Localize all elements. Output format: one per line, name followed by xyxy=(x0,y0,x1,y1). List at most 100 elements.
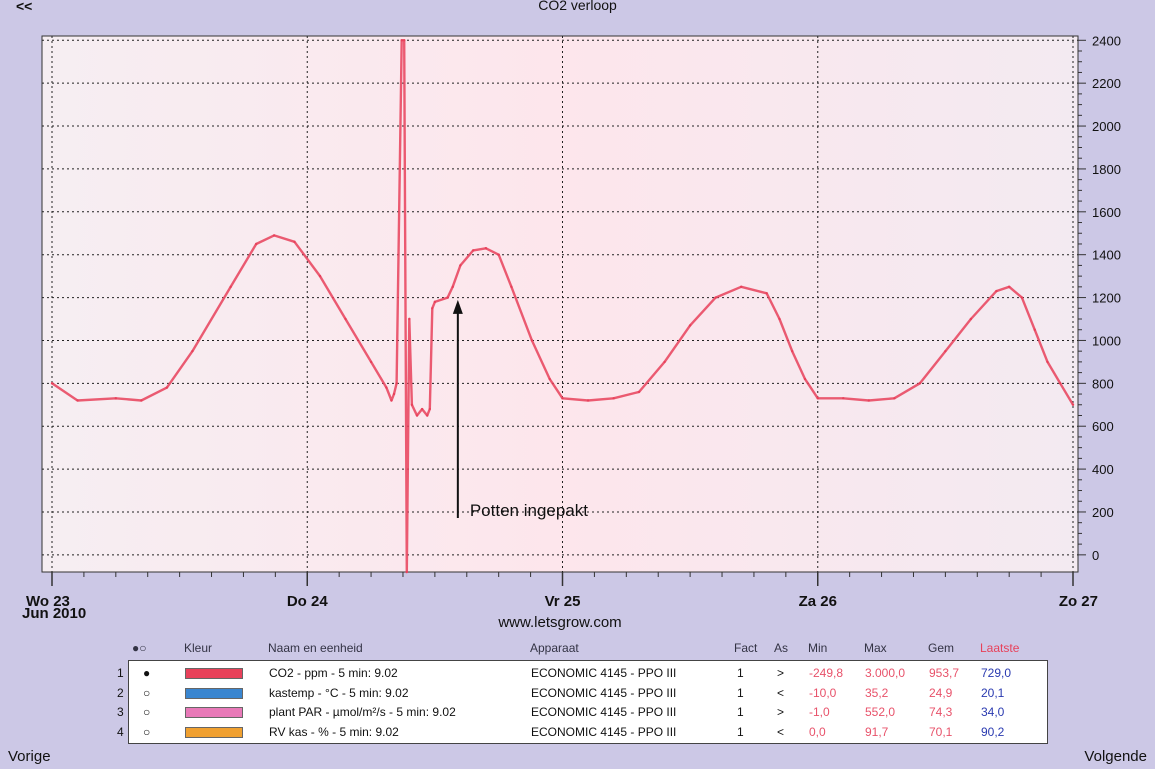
co2-data-point xyxy=(918,382,922,385)
legend-table: 1 ● CO2 - ppm - 5 min: 9.02 ECONOMIC 4145 -… xyxy=(117,660,1048,744)
legend-col-device: Apparaat xyxy=(530,641,579,655)
co2-data-point xyxy=(637,390,641,394)
legend-cell-last: 20,1 xyxy=(981,685,1005,700)
co2-data-point xyxy=(459,264,462,267)
co2-data-point xyxy=(433,300,437,304)
co2-data-point xyxy=(385,386,388,389)
legend-cell-max: 91,7 xyxy=(865,724,889,739)
legend-row-number: 1 xyxy=(117,666,124,680)
co2-data-point xyxy=(50,382,54,385)
co2-data-point xyxy=(561,397,564,400)
legend-cell-device: ECONOMIC 4145 - PPO III xyxy=(531,724,677,739)
previous-arrows-button[interactable]: << xyxy=(16,0,33,14)
annotation-label: Potten ingepakt xyxy=(470,501,588,520)
legend-cell-device: ECONOMIC 4145 - PPO III xyxy=(531,705,677,719)
site-url-label: www.letsgrow.com xyxy=(498,614,622,631)
legend-cell-axis: < xyxy=(777,724,785,739)
y-tick-label: 200 xyxy=(1092,505,1114,520)
co2-data-point xyxy=(548,377,551,381)
legend-cell-avg: 74,3 xyxy=(929,705,953,719)
legend-cell-avg: 953,7 xyxy=(929,666,960,680)
legend-select-toggle[interactable]: ○ xyxy=(143,705,151,719)
annotation-layer: Potten ingepakt xyxy=(452,299,588,520)
legend-color-swatch[interactable] xyxy=(185,726,243,738)
legend-row[interactable]: 1 ● CO2 - ppm - 5 min: 9.02 ECONOMIC 4145 -… xyxy=(117,664,1047,683)
legend-col-fact: Fact xyxy=(734,641,758,655)
co2-data-point xyxy=(497,253,500,256)
legend-cell-min: -10,0 xyxy=(809,685,837,700)
co2-data-point xyxy=(395,382,398,385)
legend-row-number: 2 xyxy=(117,685,124,700)
legend-cell-name: plant PAR - µmol/m²/s - 5 min: 9.02 xyxy=(269,705,456,719)
y-tick-label: 1400 xyxy=(1092,248,1121,263)
next-button[interactable]: Volgende xyxy=(1084,748,1147,765)
legend-row[interactable]: 2 ○ kastemp - °C - 5 min: 9.02 ECONOMIC 414… xyxy=(117,684,1047,703)
legend-cell-max: 35,2 xyxy=(865,685,889,700)
co2-data-point xyxy=(415,414,419,417)
series-layer xyxy=(50,39,1075,574)
legend-col-last: Laatste xyxy=(980,641,1020,655)
co2-data-point xyxy=(1071,403,1075,406)
co2-data-point xyxy=(229,285,232,289)
co2-data-point xyxy=(969,317,973,321)
x-tick-label: Do 24 xyxy=(287,593,329,610)
legend-cell-axis: < xyxy=(777,685,785,700)
legend-color-swatch[interactable] xyxy=(185,687,243,699)
co2-data-point xyxy=(451,285,454,289)
co2-data-point xyxy=(114,397,118,400)
legend-select-toggle[interactable]: ● xyxy=(143,666,151,680)
co2-data-point xyxy=(426,414,429,417)
co2-data-point xyxy=(140,399,143,402)
co2-data-point xyxy=(428,407,431,411)
legend-col-max: Max xyxy=(864,641,887,655)
previous-button[interactable]: Vorige xyxy=(8,748,51,765)
legend-cell-last: 90,2 xyxy=(981,724,1005,739)
co2-data-point xyxy=(803,377,807,381)
co2-data-point xyxy=(410,403,414,406)
legend-cell-fact: 1 xyxy=(737,705,744,719)
co2-data-point xyxy=(191,349,194,353)
co2-data-point xyxy=(893,397,896,400)
co2-data-point xyxy=(318,274,322,278)
y-tick-label: 400 xyxy=(1092,462,1114,477)
legend-cell-device: ECONOMIC 4145 - PPO III xyxy=(531,666,677,680)
legend-cell-fact: 1 xyxy=(737,724,744,739)
x-tick-label: Wo 23 xyxy=(26,593,70,610)
legend-cell-fact: 1 xyxy=(737,666,744,680)
legend-cell-avg: 24,9 xyxy=(929,685,953,700)
y-tick-label: 2000 xyxy=(1092,119,1121,134)
co2-data-point xyxy=(431,307,434,310)
co2-data-point xyxy=(688,324,692,327)
y-tick-label: 1800 xyxy=(1092,162,1121,177)
co2-data-point xyxy=(446,296,449,299)
x-tick-label: Zo 27 xyxy=(1059,593,1098,610)
co2-data-point xyxy=(842,397,845,400)
legend-cell-axis: > xyxy=(777,666,785,680)
legend-select-toggle[interactable]: ○ xyxy=(143,685,151,700)
label-layer: 0 200 400 600 800 1000 1200 1400 1600 1800 2000 220… xyxy=(26,33,1121,610)
co2-data-point xyxy=(816,397,819,400)
co2-data-point xyxy=(586,399,590,402)
legend-row-number: 3 xyxy=(117,705,124,719)
co2-data-point xyxy=(255,242,258,246)
co2-data-point xyxy=(403,39,406,42)
co2-data-point xyxy=(530,339,534,342)
y-tick-label: 2200 xyxy=(1092,76,1121,91)
legend-color-swatch[interactable] xyxy=(185,707,243,718)
co2-data-point xyxy=(392,392,396,396)
legend-cell-avg: 70,1 xyxy=(929,724,953,739)
y-tick-label: 600 xyxy=(1092,419,1114,434)
legend-cell-name: CO2 - ppm - 5 min: 9.02 xyxy=(269,666,398,680)
co2-data-point xyxy=(1020,296,1024,299)
legend-row[interactable]: 4 ○ RV kas - % - 5 min: 9.02 ECONOMIC 4145 … xyxy=(117,723,1047,742)
legend-select-toggle[interactable]: ○ xyxy=(143,724,151,739)
legend-row[interactable]: 3 ○ plant PAR - µmol/m²/s - 5 min: 9.02 ECO… xyxy=(117,703,1047,722)
co2-data-point xyxy=(293,240,296,244)
legend-color-swatch[interactable] xyxy=(185,668,243,679)
co2-data-point xyxy=(765,292,768,295)
co2-data-point xyxy=(484,247,488,250)
co2-data-point xyxy=(739,285,743,289)
legend-cell-min: -249,8 xyxy=(809,666,844,680)
y-tick-label: 2400 xyxy=(1092,33,1121,48)
y-tick-label: 800 xyxy=(1092,376,1114,391)
